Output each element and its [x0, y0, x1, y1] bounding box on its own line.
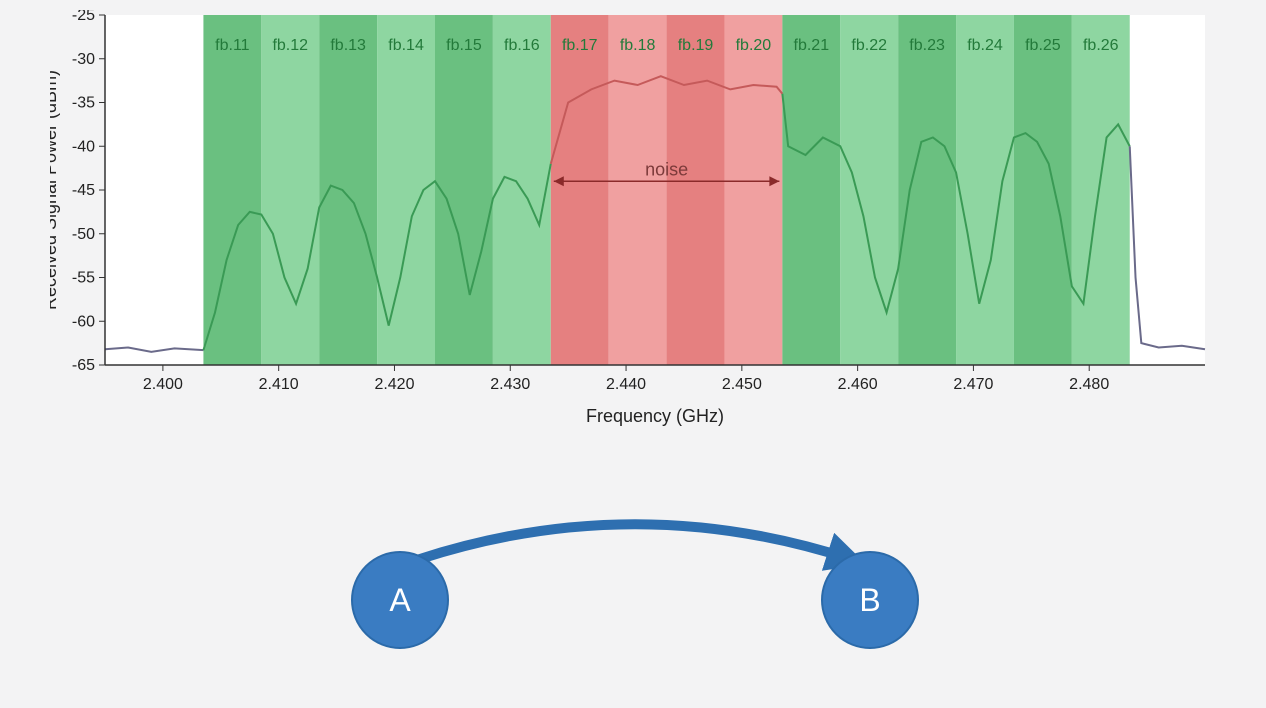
y-tick-label: -25	[72, 10, 95, 24]
band-label: fb.25	[1025, 37, 1061, 54]
band-label: fb.16	[504, 37, 540, 54]
band-label: fb.17	[562, 37, 598, 54]
band-label: fb.19	[678, 37, 714, 54]
edge-A-B	[419, 524, 851, 559]
band-label: fb.14	[388, 37, 424, 54]
band-fb.19	[667, 15, 725, 365]
y-tick-label: -60	[72, 313, 95, 330]
band-label: fb.12	[272, 37, 308, 54]
band-label: fb.26	[1083, 37, 1119, 54]
band-label: fb.18	[620, 37, 656, 54]
band-label: fb.21	[794, 37, 830, 54]
y-tick-label: -45	[72, 182, 95, 199]
band-label: fb.20	[736, 37, 772, 54]
diagram-svg: AB	[0, 480, 1266, 700]
band-fb.21	[782, 15, 840, 365]
x-tick-label: 2.420	[374, 376, 414, 393]
band-fb.17	[551, 15, 609, 365]
x-tick-label: 2.470	[953, 376, 993, 393]
band-fb.26	[1072, 15, 1130, 365]
node-label-A: A	[389, 582, 411, 618]
chart-svg: fb.11 fb.12 fb.13 fb.14 fb.15 fb.16 fb.17 fb.18…	[50, 10, 1220, 440]
y-tick-label: -55	[72, 270, 95, 287]
y-tick-label: -30	[72, 51, 95, 68]
band-fb.23	[898, 15, 956, 365]
y-tick-label: -65	[72, 357, 95, 374]
band-label: fb.23	[909, 37, 945, 54]
spectrum-chart: fb.11 fb.12 fb.13 fb.14 fb.15 fb.16 fb.17 fb.18…	[50, 10, 1220, 410]
x-tick-label: 2.410	[259, 376, 299, 393]
band-fb.25	[1014, 15, 1072, 365]
x-tick-label: 2.480	[1069, 376, 1109, 393]
band-fb.12	[261, 15, 319, 365]
y-tick-label: -40	[72, 138, 95, 155]
band-fb.11	[203, 15, 261, 365]
x-tick-label: 2.430	[490, 376, 530, 393]
band-fb.20	[724, 15, 782, 365]
band-fb.15	[435, 15, 493, 365]
x-tick-label: 2.440	[606, 376, 646, 393]
x-tick-label: 2.450	[722, 376, 762, 393]
band-fb.22	[840, 15, 898, 365]
y-tick-label: -35	[72, 95, 95, 112]
x-axis-title: Frequency (GHz)	[586, 406, 724, 426]
band-label: fb.24	[967, 37, 1003, 54]
node-diagram: AB	[0, 480, 1266, 700]
y-axis-title: Received Signal Power (dBm)	[50, 70, 60, 310]
band-label: fb.15	[446, 37, 482, 54]
band-label: fb.22	[851, 37, 887, 54]
y-tick-label: -50	[72, 226, 95, 243]
x-tick-label: 2.460	[838, 376, 878, 393]
band-label: fb.13	[330, 37, 366, 54]
band-fb.18	[609, 15, 667, 365]
x-tick-label: 2.400	[143, 376, 183, 393]
node-label-B: B	[859, 582, 880, 618]
band-label: fb.11	[215, 37, 250, 54]
band-fb.24	[956, 15, 1014, 365]
noise-label: noise	[645, 159, 688, 179]
